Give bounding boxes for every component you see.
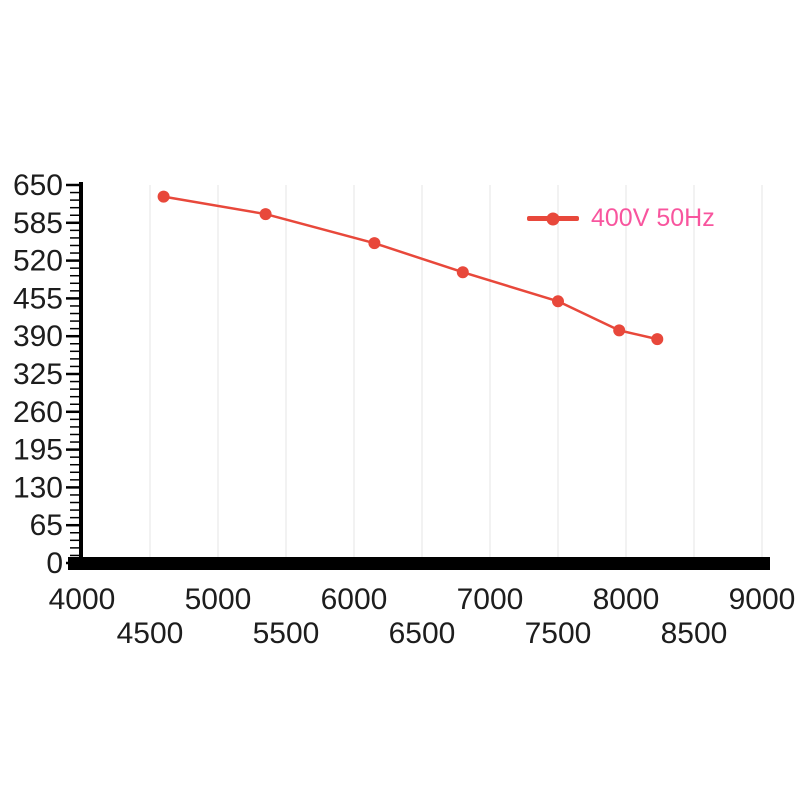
svg-text:325: 325 xyxy=(13,358,63,391)
svg-text:9000: 9000 xyxy=(729,583,796,616)
legend: 400V 50Hz xyxy=(527,206,715,231)
svg-text:195: 195 xyxy=(13,434,63,467)
data-point xyxy=(456,266,469,279)
legend-dot-icon xyxy=(546,212,560,225)
x-axis-major-labels: 4000 5000 6000 7000 8000 9000 xyxy=(49,583,796,616)
svg-text:130: 130 xyxy=(13,471,63,504)
data-point xyxy=(368,237,381,250)
svg-text:6500: 6500 xyxy=(389,617,456,650)
svg-text:65: 65 xyxy=(30,509,63,542)
svg-text:8000: 8000 xyxy=(593,583,660,616)
x-axis-minor-labels: 4500 5500 6500 7500 8500 xyxy=(117,617,728,650)
svg-text:390: 390 xyxy=(13,320,63,353)
svg-text:6000: 6000 xyxy=(321,583,388,616)
svg-text:260: 260 xyxy=(13,396,63,429)
svg-text:0: 0 xyxy=(46,547,63,580)
svg-text:585: 585 xyxy=(13,207,63,240)
svg-text:455: 455 xyxy=(13,282,63,315)
svg-text:7500: 7500 xyxy=(525,617,592,650)
axes xyxy=(68,182,770,570)
svg-text:7000: 7000 xyxy=(457,583,524,616)
svg-text:4500: 4500 xyxy=(117,617,184,650)
data-point xyxy=(259,208,272,221)
gridlines xyxy=(149,185,763,563)
y-axis-labels: 0 65 130 195 260 325 390 455 520 585 650 xyxy=(13,169,63,580)
series-400v-50hz xyxy=(157,190,664,346)
svg-text:520: 520 xyxy=(13,245,63,278)
svg-text:4000: 4000 xyxy=(49,583,116,616)
legend-series-label: 400V 50Hz xyxy=(591,204,715,232)
svg-text:8500: 8500 xyxy=(661,617,728,650)
data-point xyxy=(613,324,626,337)
svg-text:650: 650 xyxy=(13,169,63,202)
y-axis-major-ticks xyxy=(66,183,81,565)
data-point xyxy=(157,190,170,203)
svg-text:5500: 5500 xyxy=(253,617,320,650)
data-point xyxy=(651,333,664,346)
svg-text:5000: 5000 xyxy=(185,583,252,616)
data-point xyxy=(552,295,564,308)
legend-line-marker-icon xyxy=(527,212,579,225)
